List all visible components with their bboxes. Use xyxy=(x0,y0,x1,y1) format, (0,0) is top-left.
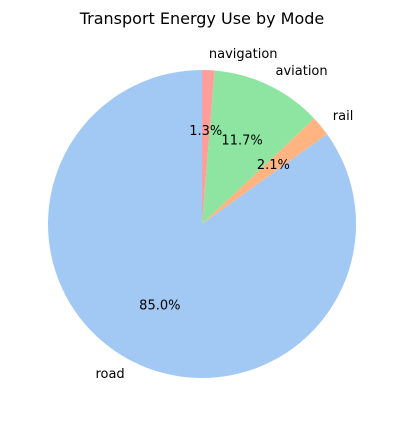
pie-slice-navigation xyxy=(202,70,215,224)
slice-percent-navigation: 1.3% xyxy=(189,124,222,139)
slice-label-aviation: aviation xyxy=(275,64,327,79)
chart-title: Transport Energy Use by Mode xyxy=(79,9,325,28)
pie-slices xyxy=(48,70,356,378)
slice-label-navigation: navigation xyxy=(209,47,278,62)
slice-percent-aviation: 11.7% xyxy=(221,133,262,148)
pie-labels: road 85.0% rail 2.1% aviation 11.7% navigation… xyxy=(95,47,353,382)
pie-slice-rail xyxy=(202,118,328,224)
slice-percent-rail: 2.1% xyxy=(257,158,290,173)
slice-percent-road: 85.0% xyxy=(139,299,180,314)
slice-label-rail: rail xyxy=(333,109,354,124)
slice-label-road: road xyxy=(95,367,124,382)
pie-slice-aviation xyxy=(202,70,315,224)
